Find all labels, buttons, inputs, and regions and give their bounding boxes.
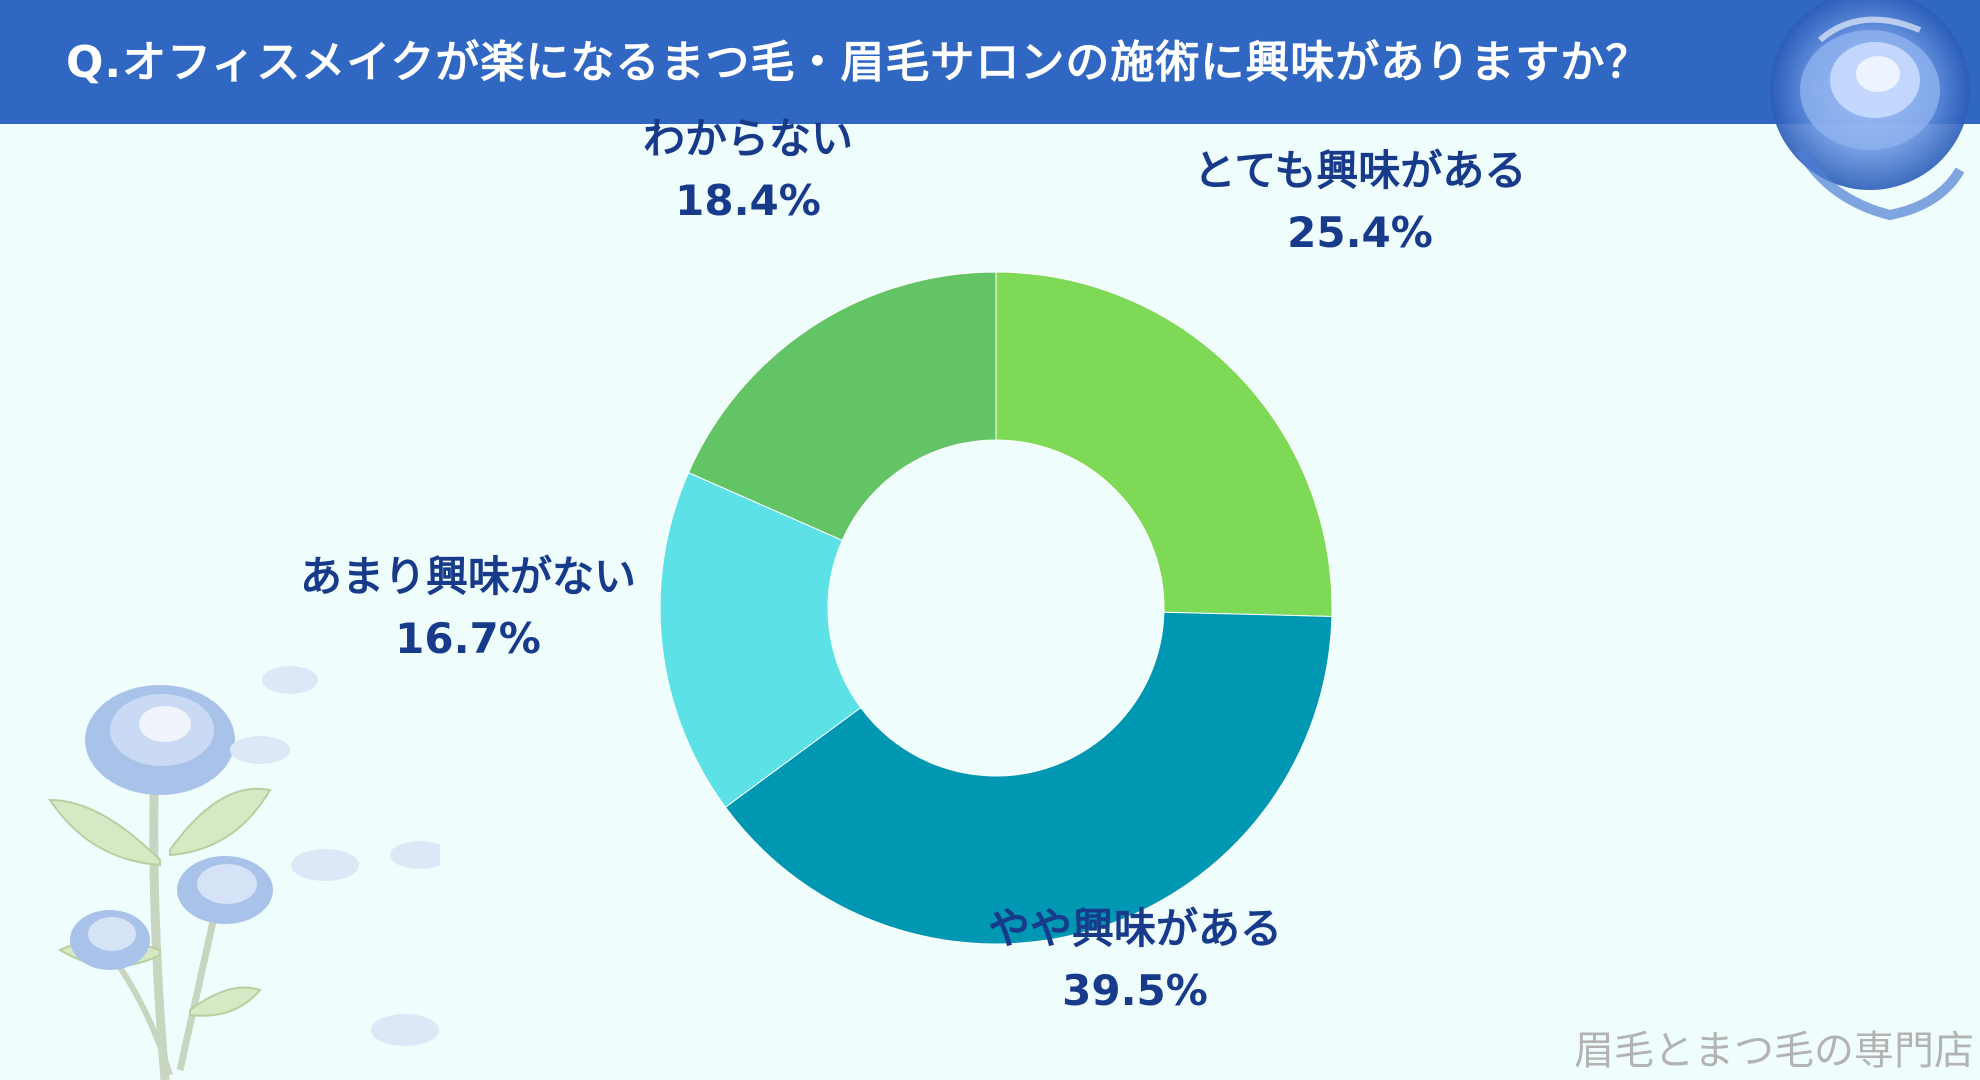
slice-value-label: 16.7% (395, 614, 541, 663)
title-bar: Q.オフィスメイクが楽になるまつ毛・眉毛サロンの施術に興味がありますか？ (0, 0, 1980, 124)
slice-label-2: あまり興味がない 16.7% (300, 546, 636, 670)
blue-rose-icon (1770, 0, 1970, 221)
slice-value-label: 25.4% (1287, 208, 1433, 257)
slice-category-label: とても興味がある (1193, 146, 1527, 195)
slice-value-label: 18.4% (675, 176, 821, 225)
blue-rose-bouquet-icon (48, 666, 440, 1080)
donut-slice-1 (724, 611, 1333, 945)
slice-category-label: やや興味がある (987, 904, 1283, 953)
donut-slice-3 (687, 271, 997, 541)
donut-slice-0 (995, 271, 1333, 617)
chart-title: Q.オフィスメイクが楽になるまつ毛・眉毛サロンの施術に興味がありますか？ (66, 37, 1651, 88)
slice-category-label: あまり興味がない (299, 552, 637, 601)
watermark: 眉毛とまつ毛の専門店 (1574, 1028, 1974, 1074)
slice-label-1: やや興味がある 39.5% (988, 898, 1282, 1022)
slice-category-label: わからない (642, 114, 854, 163)
slice-label-0: とても興味がある 25.4% (1194, 140, 1527, 264)
slice-value-label: 39.5% (1062, 966, 1208, 1015)
slice-label-3: わからない 18.4% (643, 108, 853, 232)
donut-slice-2 (659, 471, 862, 808)
